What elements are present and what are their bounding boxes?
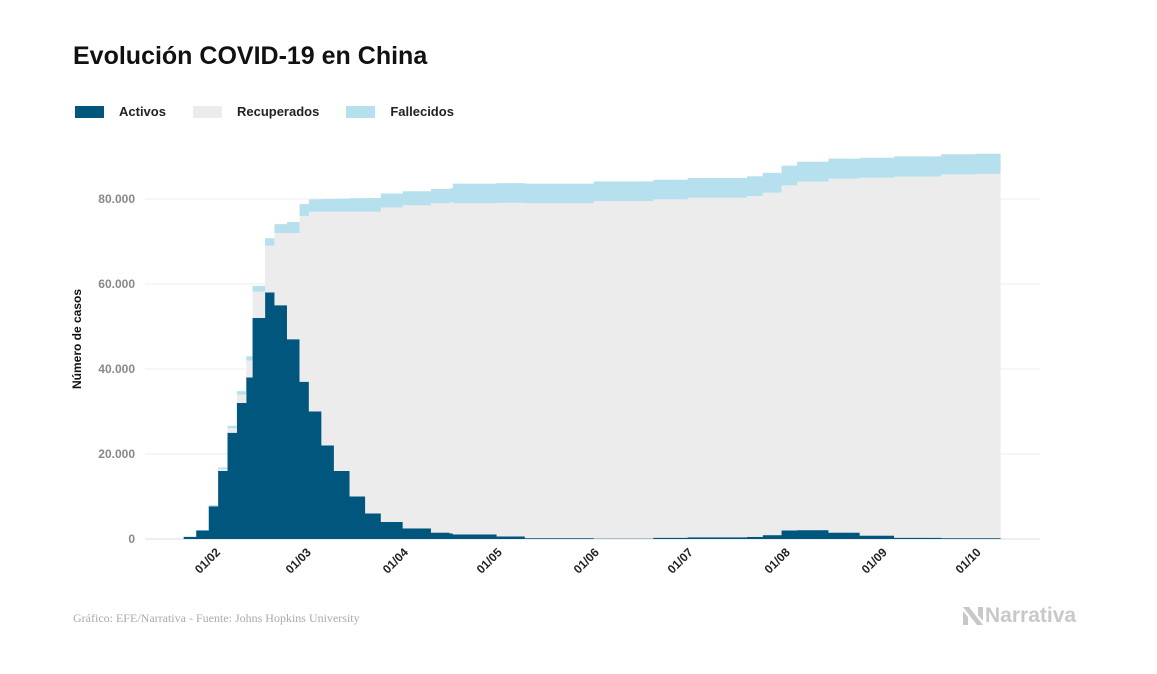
legend-item-recuperados: Recuperados [192,104,320,119]
area-recuperados [183,173,1001,539]
legend-swatch [192,105,222,118]
x-tick-label: 01/02 [192,545,223,576]
x-tick-label: 01/06 [571,545,602,576]
y-tick-label: 80.000 [98,192,135,206]
x-tick-label: 01/09 [859,545,890,576]
legend-swatch [346,105,376,118]
narrativa-logo-icon [963,607,983,625]
y-tick-label: 60.000 [98,277,135,291]
legend-item-activos: Activos [75,104,166,119]
x-tick-label: 01/10 [953,545,984,576]
area-activos [183,292,1001,539]
legend-label: Fallecidos [390,104,454,119]
x-tick-label: 01/05 [474,545,505,576]
y-tick-label: 0 [128,532,135,546]
x-tick-label: 01/03 [283,545,314,576]
x-tick-label: 01/04 [380,545,411,576]
legend-swatch [75,105,104,118]
y-tick-label: 20.000 [98,447,135,461]
legend: Activos Recuperados Fallecidos [75,104,481,119]
logo-text: Narrativa [985,604,1077,627]
narrativa-logo: Narrativa [963,604,1076,628]
x-tick-label: 01/07 [665,545,696,576]
chart-title: Evolución COVID-19 en China [73,42,428,70]
x-tick-label: 01/08 [762,545,793,576]
y-axis-label: Número de casos [70,289,84,389]
legend-label: Activos [119,104,166,119]
y-tick-label: 40.000 [98,362,135,376]
legend-item-fallecidos: Fallecidos [346,104,454,119]
legend-label: Recuperados [236,104,320,119]
source-note: Gráfico: EFE/Narrativa - Fuente: Johns H… [73,611,360,625]
